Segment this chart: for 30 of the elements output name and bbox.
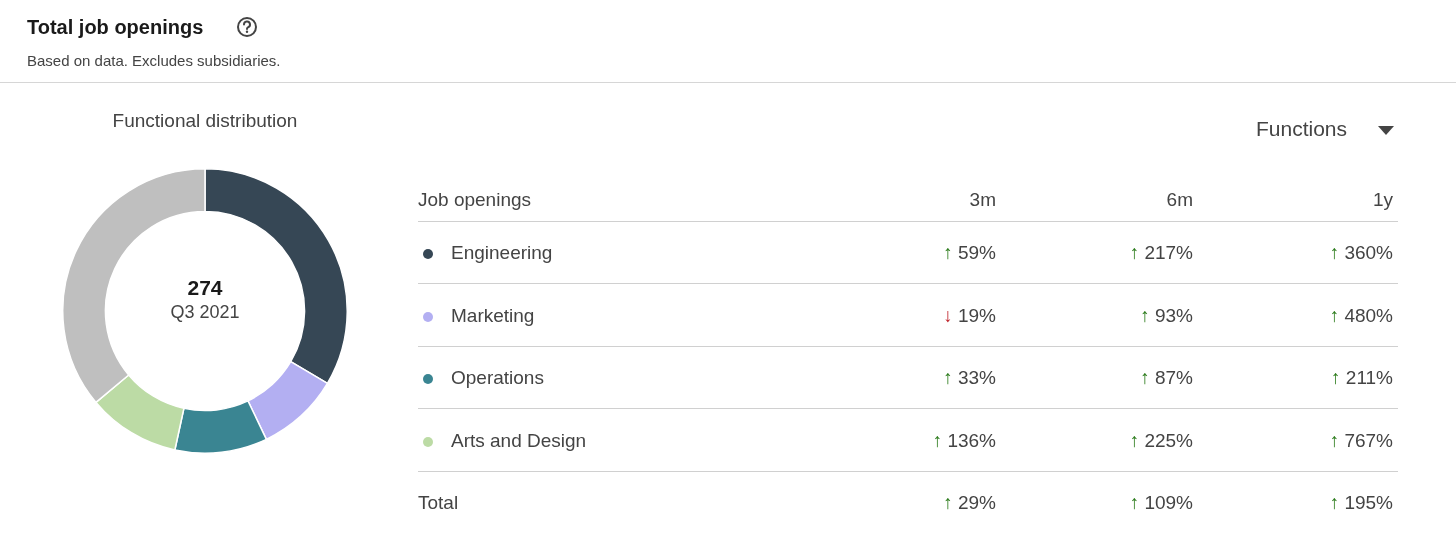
text: Total — [418, 492, 459, 514]
text: ↑ 59% — [943, 242, 996, 264]
text: ↑ 29% — [943, 492, 996, 514]
text: ↑ 360% — [1329, 242, 1393, 264]
text: ↑ 109% — [1129, 492, 1193, 514]
category-label: Marketing — [451, 305, 535, 326]
category-label: Arts and Design — [451, 430, 587, 451]
text: Q3 2021 — [169, 302, 241, 323]
text: ↑ 217% — [1129, 242, 1193, 264]
text: ↑ 136% — [932, 430, 996, 452]
chart-title: Total job openings — [27, 16, 204, 39]
text: ↑ 33% — [943, 367, 996, 389]
category-label: Engineering — [451, 242, 553, 263]
text: Functions — [1256, 117, 1348, 141]
text: 274 — [186, 276, 224, 300]
chart-subtitle: Based on data. Excludes subsidiaries. — [27, 52, 281, 69]
text: 3m — [969, 189, 996, 211]
text: ↑ 211% — [1331, 367, 1393, 389]
text: Job openings — [418, 189, 532, 211]
text: ↑ 767% — [1329, 430, 1393, 452]
text: ↑ 87% — [1140, 367, 1193, 389]
text: ↓ 19% — [943, 305, 996, 327]
text: ↑ 480% — [1329, 305, 1393, 327]
text: 1y — [1372, 189, 1393, 211]
text: ↑ 195% — [1329, 492, 1393, 514]
category-label: Operations — [451, 367, 544, 388]
text: ↑ 225% — [1129, 430, 1193, 452]
text: Functional distribution — [111, 110, 299, 132]
text: 6m — [1166, 189, 1193, 211]
text: ↑ 93% — [1140, 305, 1193, 327]
